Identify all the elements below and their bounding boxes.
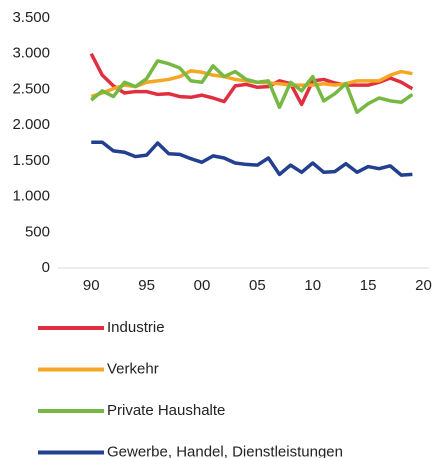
legend-label: Industrie [107, 319, 165, 336]
legend-label: Gewerbe, Handel, Dienstleistungen [107, 443, 343, 458]
legend-label: Private Haushalte [107, 402, 225, 419]
series-line [89, 52, 414, 107]
x-tick-label: 90 [83, 277, 100, 294]
x-tick-label: 10 [304, 277, 321, 294]
y-tick-label: 3.000 [12, 45, 50, 62]
legend-label: Verkehr [107, 360, 159, 377]
x-tick-label: 05 [249, 277, 266, 294]
y-tick-label: 0 [42, 259, 50, 276]
y-tick-label: 1.500 [12, 152, 50, 169]
y-tick-label: 1.000 [12, 188, 50, 205]
x-tick-label: 15 [360, 277, 377, 294]
y-tick-label: 3.500 [12, 9, 50, 26]
x-tick-label: 20 [415, 277, 432, 294]
series-line [91, 140, 413, 177]
y-tick-label: 500 [25, 223, 50, 240]
y-tick-label: 2.000 [12, 116, 50, 133]
x-tick-label: 95 [138, 277, 155, 294]
series-line [90, 59, 414, 115]
y-tick-label: 2.500 [12, 80, 50, 97]
x-tick-label: 00 [194, 277, 211, 294]
